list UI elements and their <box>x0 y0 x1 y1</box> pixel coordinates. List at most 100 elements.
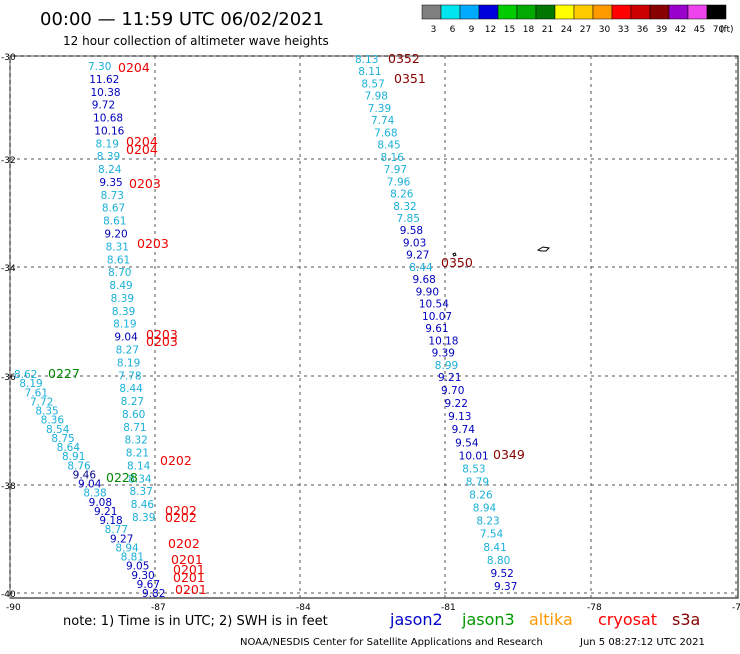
swh-value: 8.44 <box>119 383 143 395</box>
swh-value: 7.30 <box>88 61 111 73</box>
color-scale-label: 15 <box>504 25 515 35</box>
swh-value: 8.39 <box>97 151 120 163</box>
swh-value: 8.19 <box>96 138 119 150</box>
color-scale-label: 3 <box>431 25 437 35</box>
color-swatch <box>573 4 594 20</box>
pass-time-label: 0203 <box>137 236 169 251</box>
axis-labels: -30 -32 -34 -36 -38 -40 -90 -87 -84 -81 -78 -75 <box>1 53 740 613</box>
swh-value: 9.46 <box>73 469 97 481</box>
swh-value: 9.18 <box>99 515 122 527</box>
swh-value: 9.67 <box>137 579 160 591</box>
track-east-lower-times: 0349 <box>493 447 525 462</box>
color-scale: 3 6 9 12 15 18 21 24 27 30 33 36 39 42 45 70(ft) <box>421 4 734 35</box>
swh-value: 8.94 <box>115 542 139 554</box>
grid-lines <box>9 55 738 598</box>
swh-value: 8.71 <box>123 422 146 434</box>
color-swatch <box>687 4 708 20</box>
color-scale-label: 39 <box>656 25 668 35</box>
swh-value: 8.24 <box>98 164 122 176</box>
swh-value: 8.19 <box>117 357 140 369</box>
swh-value: 8.19 <box>19 378 42 390</box>
swh-value: 8.73 <box>101 190 124 202</box>
swh-value: 7.68 <box>374 127 397 139</box>
track-east-upper-times: 0352 0351 0350 <box>388 51 473 270</box>
swh-value: 10.54 <box>419 299 449 311</box>
map-title: 00:00 — 11:59 UTC 06/02/2021 <box>40 9 324 30</box>
legend-satellite-altika: altika <box>529 610 573 629</box>
color-swatch <box>497 4 518 20</box>
swh-value: 8.45 <box>377 140 400 152</box>
swh-value: 9.08 <box>89 497 112 509</box>
pass-time-label: 0204 <box>118 60 150 75</box>
color-swatch <box>535 4 556 20</box>
pass-time-label: 0203 <box>146 327 178 342</box>
swh-value: 8.57 <box>361 78 384 90</box>
pass-time-label: 0204 <box>126 134 158 149</box>
swh-value: 8.41 <box>483 542 506 554</box>
swh-value: 8.53 <box>462 463 485 475</box>
swh-value: 8.34 <box>128 473 152 485</box>
swh-value: 8.37 <box>129 486 152 498</box>
map-subtitle: 12 hour collection of altimeter wave hei… <box>63 34 329 48</box>
swh-value: 9.72 <box>92 100 115 112</box>
swh-value: 8.27 <box>116 344 139 356</box>
swh-value: 9.54 <box>455 437 479 449</box>
swh-value: 10.16 <box>94 125 124 137</box>
swh-value: 9.27 <box>406 250 429 262</box>
swh-value: 9.05 <box>126 561 149 573</box>
footer-credit: NOAA/NESDIS Center for Satellite Applica… <box>240 637 543 648</box>
swh-value: 10.18 <box>428 335 458 347</box>
track-west-main: 7.3011.6210.389.7210.6810.168.198.398.24… <box>88 61 155 524</box>
pass-time-label: 0201 <box>173 562 205 577</box>
swh-value: 8.70 <box>108 267 131 279</box>
swh-value: 7.61 <box>25 387 48 399</box>
color-scale-unit: (ft) <box>720 25 734 35</box>
satellite-legend: jason2 jason3 altika cryosat s3a <box>389 610 700 629</box>
legend-satellite-jason2: jason2 <box>389 610 443 629</box>
color-scale-label: 21 <box>542 25 553 35</box>
swh-value: 8.11 <box>358 66 381 78</box>
color-swatch <box>592 4 613 20</box>
swh-value: 8.94 <box>473 503 497 515</box>
swh-value: 9.03 <box>403 237 426 249</box>
swh-value: 8.54 <box>46 424 70 436</box>
swh-value: 8.39 <box>112 306 135 318</box>
swh-value: 7.74 <box>371 115 395 127</box>
swh-value: 7.98 <box>365 91 388 103</box>
color-swatch <box>668 4 689 20</box>
swh-value: 7.97 <box>384 164 407 176</box>
swh-value: 8.75 <box>51 433 74 445</box>
islet-outline <box>452 252 457 257</box>
swh-value: 8.80 <box>487 555 510 567</box>
swh-value: 9.35 <box>99 177 122 189</box>
swh-value: 9.30 <box>131 570 154 582</box>
swh-value: 8.39 <box>111 293 134 305</box>
swh-value: 8.26 <box>469 490 493 502</box>
color-swatch <box>478 4 499 20</box>
swh-value: 8.46 <box>131 499 155 511</box>
pass-time-label: 0349 <box>493 447 525 462</box>
swh-value: 8.64 <box>57 442 81 454</box>
pass-time-label: 0352 <box>388 51 420 66</box>
swh-value: 8.16 <box>381 152 405 164</box>
color-scale-label: 33 <box>618 25 629 35</box>
color-scale-label: 42 <box>675 25 686 35</box>
swh-value: 7.96 <box>387 176 411 188</box>
latitude-label: -32 <box>1 156 16 166</box>
swh-value: 9.82 <box>142 588 165 600</box>
footer-timestamp: Jun 5 08:27:12 UTC 2021 <box>579 637 705 648</box>
swh-value: 9.22 <box>445 398 468 410</box>
swh-value: 8.35 <box>35 406 58 418</box>
swh-value: 9.21 <box>94 506 117 518</box>
swh-value: 8.61 <box>107 254 130 266</box>
swh-value: 8.13 <box>355 54 378 66</box>
longitude-label: -90 <box>6 603 21 613</box>
swh-value: 8.31 <box>106 241 129 253</box>
swh-value: 10.01 <box>459 450 489 462</box>
swh-value: 8.77 <box>105 524 128 536</box>
swh-value: 8.23 <box>476 516 499 528</box>
color-scale-label: 9 <box>469 25 475 35</box>
swh-value: 8.67 <box>102 203 125 215</box>
swh-value: 9.13 <box>448 411 471 423</box>
color-swatch <box>440 4 461 20</box>
